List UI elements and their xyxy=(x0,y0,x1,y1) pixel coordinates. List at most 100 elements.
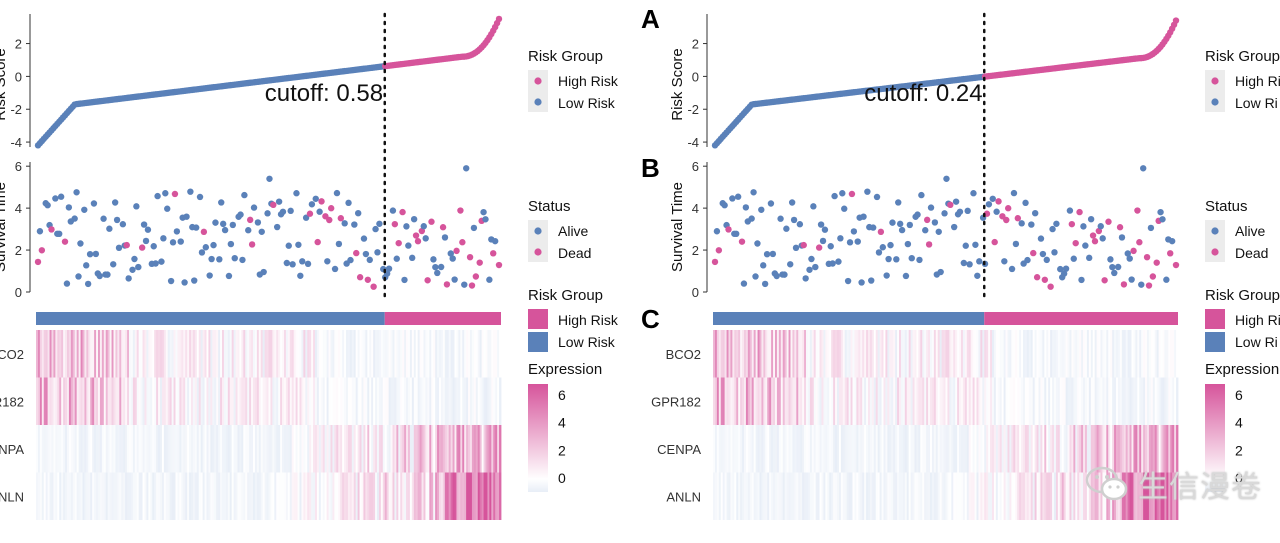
heat-cell xyxy=(883,472,886,520)
heat-cell xyxy=(74,330,78,378)
heat-cell xyxy=(1073,425,1076,473)
heat-cell xyxy=(949,377,952,425)
heat-cell xyxy=(753,330,757,378)
heat-cell xyxy=(856,377,859,425)
heat-cell xyxy=(313,330,316,378)
heat-cell xyxy=(98,425,101,473)
heat-cell xyxy=(742,425,745,473)
heat-cell xyxy=(200,330,204,378)
heat-cell xyxy=(464,425,467,473)
heat-cell xyxy=(813,377,817,425)
heat-cell xyxy=(1059,472,1063,520)
heat-cell xyxy=(132,472,136,520)
heat-cell xyxy=(1024,330,1028,378)
heat-cell xyxy=(1065,377,1068,425)
heat-cell xyxy=(1015,377,1018,425)
legend-key-bg xyxy=(1205,70,1225,112)
heat-cell xyxy=(877,425,881,473)
heat-cell xyxy=(1024,472,1028,520)
risk-legend-title: Risk Group xyxy=(1205,48,1280,65)
survival-point xyxy=(111,199,119,206)
heat-cell xyxy=(152,472,155,520)
survival-point xyxy=(364,276,372,283)
heat-cell xyxy=(807,425,811,473)
heat-cell xyxy=(992,472,995,520)
heat-cell xyxy=(349,330,353,378)
heat-cell xyxy=(322,330,326,378)
heat-cell xyxy=(80,425,83,473)
survival-point xyxy=(86,250,94,258)
heat-cell xyxy=(947,330,950,378)
heat-cell xyxy=(43,377,47,425)
heat-cell xyxy=(433,377,436,425)
heat-cell xyxy=(825,377,828,425)
heat-cell xyxy=(1094,377,1098,425)
heat-cell xyxy=(63,377,66,425)
heat-cell xyxy=(1063,425,1067,473)
survival-point xyxy=(345,199,352,207)
heat-cell xyxy=(1172,330,1175,378)
heat-cell xyxy=(165,472,169,520)
heat-cell xyxy=(1137,330,1140,378)
survival-point xyxy=(879,244,887,251)
heat-cell xyxy=(92,377,95,425)
heat-cell xyxy=(136,330,140,378)
survival-point xyxy=(177,238,184,245)
time-tick-label: 4 xyxy=(15,201,22,216)
heat-cell xyxy=(119,330,122,378)
survival-point xyxy=(773,272,780,280)
heat-cell xyxy=(1028,377,1032,425)
heat-cell xyxy=(1019,425,1022,473)
heat-cell xyxy=(408,377,411,425)
heat-cell xyxy=(142,425,145,473)
heat-cell xyxy=(194,425,198,473)
heat-cell xyxy=(753,472,757,520)
heat-cell xyxy=(1112,425,1115,473)
heat-cell xyxy=(1088,472,1092,520)
heat-cell xyxy=(804,330,807,378)
heat-cell xyxy=(864,472,867,520)
heat-cell xyxy=(854,377,857,425)
heat-cell xyxy=(893,330,896,378)
heat-cell xyxy=(1098,425,1101,473)
heat-cell xyxy=(1137,377,1140,425)
survival-point xyxy=(441,234,449,241)
heat-cell xyxy=(1086,472,1090,520)
heat-cell xyxy=(499,425,502,473)
heat-cell xyxy=(718,330,722,378)
heat-cell xyxy=(266,425,269,473)
survival-point xyxy=(904,240,912,248)
heat-cell xyxy=(278,425,281,473)
heat-cell xyxy=(947,425,950,473)
heat-cell xyxy=(838,377,842,425)
survival-point xyxy=(1033,274,1041,281)
heat-cell xyxy=(1054,425,1057,473)
heat-cell xyxy=(481,330,484,378)
heat-cell xyxy=(220,472,223,520)
heat-cell xyxy=(1017,377,1020,425)
legend-dead-dot xyxy=(534,248,542,256)
heat-cell xyxy=(1023,377,1026,425)
heat-cell xyxy=(413,377,417,425)
heat-cell xyxy=(854,425,857,473)
heat-cell xyxy=(986,377,989,425)
heat-cell xyxy=(908,425,912,473)
heat-cell xyxy=(899,425,902,473)
heat-cell xyxy=(146,377,149,425)
heatmap-row-gpr182 xyxy=(36,377,502,425)
heat-cell xyxy=(869,330,873,378)
heat-cell xyxy=(771,377,774,425)
heat-cell xyxy=(493,472,496,520)
survival-point xyxy=(258,228,265,235)
survival-point xyxy=(902,272,910,280)
heat-cell xyxy=(1040,330,1043,378)
gene-label: BCO2 xyxy=(0,347,24,362)
heat-cell xyxy=(914,377,917,425)
heat-cell xyxy=(363,425,366,473)
heat-cell xyxy=(497,330,500,378)
heat-cell xyxy=(92,472,95,520)
heat-cell xyxy=(415,472,419,520)
heat-cell xyxy=(249,425,252,473)
heat-cell xyxy=(479,472,483,520)
heat-cell xyxy=(860,472,863,520)
